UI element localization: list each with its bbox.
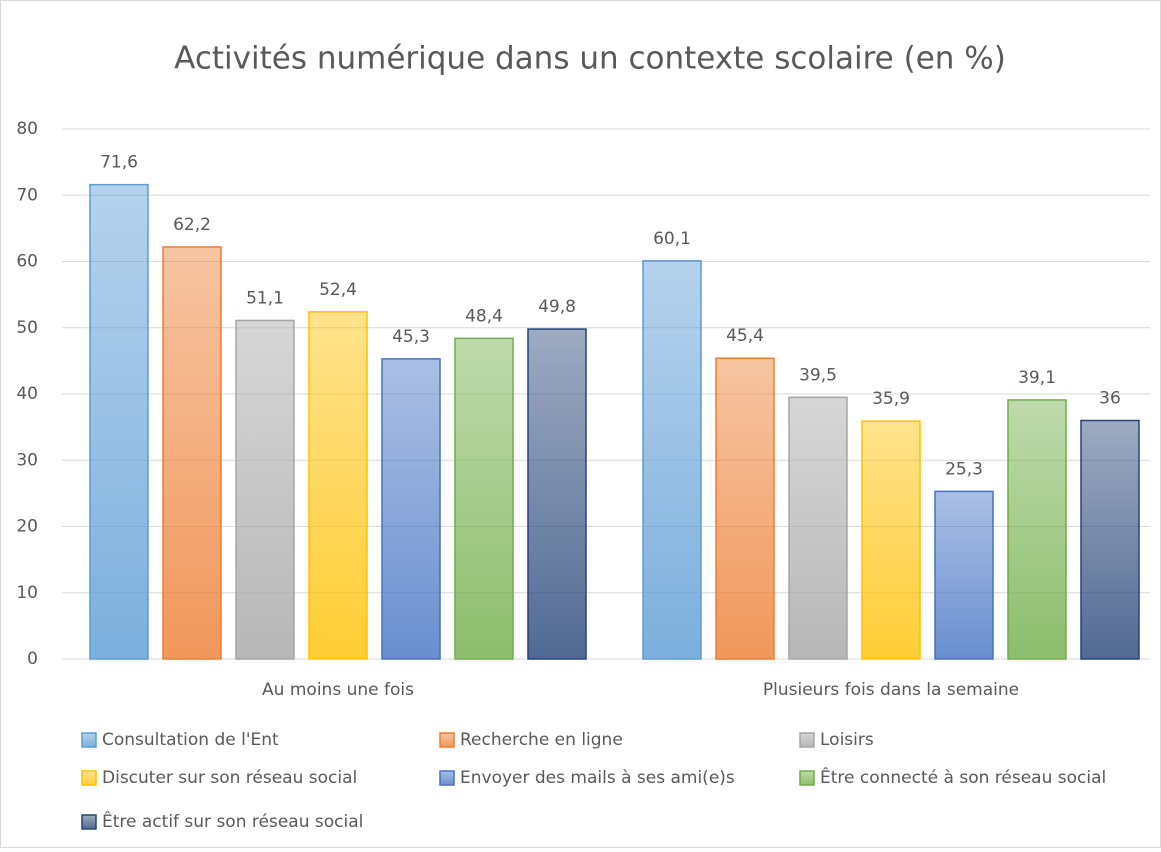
bar <box>381 358 441 660</box>
bar <box>308 311 368 660</box>
data-label: 45,3 <box>392 327 430 347</box>
legend-swatch <box>81 770 97 786</box>
data-label: 71,6 <box>100 153 138 173</box>
y-tick-label: 70 <box>16 185 38 205</box>
legend-label: Être actif sur son réseau social <box>102 810 363 832</box>
y-tick-label: 0 <box>27 649 38 669</box>
legend-swatch <box>439 770 455 786</box>
bar <box>89 183 149 660</box>
y-tick-label: 80 <box>16 119 38 139</box>
legend-label: Discuter sur son réseau social <box>102 768 357 788</box>
bar <box>235 319 295 660</box>
x-tick-label: Au moins une fois <box>262 680 414 700</box>
legend-swatch <box>439 732 455 748</box>
y-tick-label: 10 <box>16 583 38 603</box>
bar <box>861 420 921 660</box>
bar <box>454 337 514 660</box>
legend-label: Envoyer des mails à ses ami(e)s <box>460 768 735 788</box>
y-tick-label: 40 <box>16 384 38 404</box>
chart-title: Activités numérique dans un contexte sco… <box>174 41 1006 77</box>
bar <box>527 328 587 660</box>
data-label: 35,9 <box>872 389 910 409</box>
data-label: 48,4 <box>465 306 503 326</box>
y-tick-label: 30 <box>16 450 38 470</box>
data-label: 25,3 <box>945 459 983 479</box>
y-tick-label: 20 <box>16 517 38 537</box>
data-label: 45,4 <box>726 326 764 346</box>
data-label: 62,2 <box>173 215 211 235</box>
y-tick-label: 60 <box>16 252 38 272</box>
data-label: 36 <box>1099 389 1121 409</box>
data-label: 39,1 <box>1018 368 1056 388</box>
data-label: 39,5 <box>799 365 837 385</box>
x-tick-label: Plusieurs fois dans la semaine <box>763 680 1019 700</box>
legend-swatch <box>799 770 815 786</box>
legend-swatch <box>81 814 97 830</box>
data-label: 49,8 <box>538 297 576 317</box>
legend-label: Consultation de l'Ent <box>102 730 279 750</box>
bar <box>788 396 848 660</box>
data-label: 51,1 <box>246 288 284 308</box>
legend-swatch <box>81 732 97 748</box>
bar <box>1080 419 1140 660</box>
legend-swatch <box>799 732 815 748</box>
y-tick-label: 50 <box>16 318 38 338</box>
legend-label: Loisirs <box>820 730 874 750</box>
data-label: 60,1 <box>653 229 691 249</box>
bar <box>934 490 994 660</box>
bar <box>715 357 775 660</box>
bar <box>162 246 222 660</box>
legend-label: Être connecté à son réseau social <box>820 766 1106 788</box>
legend-label: Recherche en ligne <box>460 730 623 750</box>
data-label: 52,4 <box>319 280 357 300</box>
bar <box>642 260 702 660</box>
bar <box>1007 399 1067 660</box>
